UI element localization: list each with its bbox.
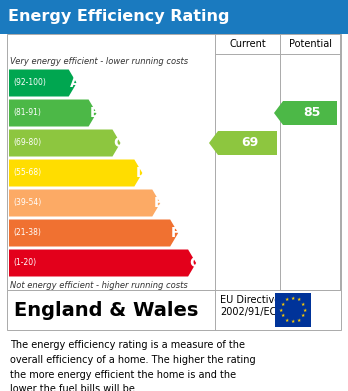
Text: ★: ★ <box>297 297 301 302</box>
Text: ★: ★ <box>285 318 289 323</box>
Text: Current: Current <box>229 39 266 49</box>
Text: (81-91): (81-91) <box>13 108 41 118</box>
Text: (92-100): (92-100) <box>13 79 46 88</box>
Text: ★: ★ <box>297 318 301 323</box>
Polygon shape <box>9 99 97 127</box>
Text: C: C <box>113 136 124 150</box>
Text: EU Directive: EU Directive <box>220 295 280 305</box>
Text: E: E <box>153 196 163 210</box>
Text: ★: ★ <box>279 307 283 312</box>
Text: ★: ★ <box>303 307 307 312</box>
Polygon shape <box>209 131 277 155</box>
Polygon shape <box>9 70 77 97</box>
Text: ★: ★ <box>291 319 295 325</box>
Text: The energy efficiency rating is a measure of the
overall efficiency of a home. T: The energy efficiency rating is a measur… <box>10 340 256 391</box>
Text: ★: ★ <box>301 314 306 318</box>
Text: Not energy efficient - higher running costs: Not energy efficient - higher running co… <box>10 280 188 289</box>
Text: (21-38): (21-38) <box>13 228 41 237</box>
Text: (1-20): (1-20) <box>13 258 36 267</box>
Text: 69: 69 <box>241 136 258 149</box>
Bar <box>275 293 311 327</box>
Polygon shape <box>9 219 178 246</box>
Text: D: D <box>135 166 147 180</box>
Text: ★: ★ <box>280 314 285 318</box>
Text: England & Wales: England & Wales <box>14 301 198 319</box>
Text: B: B <box>89 106 100 120</box>
Text: (55-68): (55-68) <box>13 169 41 178</box>
Text: ★: ★ <box>291 296 295 301</box>
Text: Energy Efficiency Rating: Energy Efficiency Rating <box>8 9 229 25</box>
Polygon shape <box>9 160 142 187</box>
Text: ★: ★ <box>285 297 289 302</box>
Text: G: G <box>189 256 200 270</box>
Text: 2002/91/EC: 2002/91/EC <box>220 307 276 317</box>
Text: A: A <box>70 76 80 90</box>
Text: (39-54): (39-54) <box>13 199 41 208</box>
Bar <box>7 34 341 290</box>
Polygon shape <box>274 101 337 125</box>
Text: F: F <box>171 226 181 240</box>
Text: 85: 85 <box>303 106 321 120</box>
Polygon shape <box>9 190 160 217</box>
Text: ★: ★ <box>301 301 306 307</box>
Polygon shape <box>9 249 196 276</box>
Text: Potential: Potential <box>288 39 332 49</box>
Polygon shape <box>9 129 120 156</box>
Text: ★: ★ <box>280 301 285 307</box>
Text: (69-80): (69-80) <box>13 138 41 147</box>
Text: Very energy efficient - lower running costs: Very energy efficient - lower running co… <box>10 57 188 66</box>
Bar <box>0 0 348 34</box>
Bar <box>7 290 341 330</box>
